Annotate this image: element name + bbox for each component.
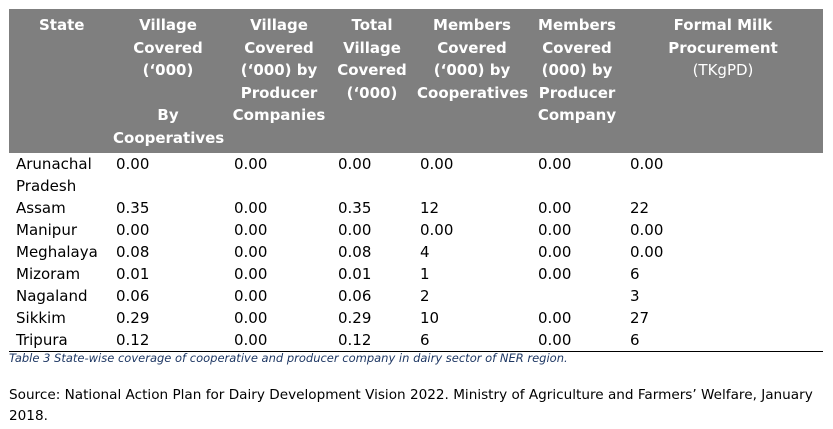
header-label: Members Covered (000) by Producer Compan… [537,16,617,124]
value-cell: 0.00 [420,155,454,173]
value-cell: 0.00 [116,221,150,239]
state-name-cell: Tripura [9,329,109,352]
value-cell: 0.00 [338,155,372,173]
value-cell: 0.35 [116,199,150,217]
header-members-cooperatives: Members Covered (‘000) by Cooperatives [413,9,531,153]
header-total-village-covered: Total Village Covered (‘000) [331,9,413,153]
header-label: Village Covered (‘000) By Cooperatives [113,16,225,147]
value-cell: 0.29 [338,309,372,327]
header-label: Members Covered (‘000) by Cooperatives [417,16,529,102]
table-row: Nagaland 0.06 0.00 0.06 2 3 [9,285,823,307]
value-cell: 12 [420,199,440,217]
value-cell: 0.00 [538,199,572,217]
table-row: Assam 0.35 0.00 0.35 12 0.00 22 [9,197,823,219]
value-cell: 27 [630,309,650,327]
header-village-covered-producer: Village Covered (‘000) by Producer Compa… [227,9,331,153]
value-cell: 0.06 [338,287,372,305]
value-cell: 0.00 [630,243,664,261]
value-cell: 6 [623,329,823,352]
value-cell: 0.00 [234,243,268,261]
value-cell: 0.00 [234,265,268,283]
value-cell: 0.12 [331,329,413,352]
value-cell: 0.08 [116,243,150,261]
header-label: Total Village Covered (‘000) [337,16,407,102]
value-cell: 0.35 [338,199,372,217]
value-cell: 0.00 [538,309,572,327]
value-cell: 0.00 [234,309,268,327]
table-caption: Table 3 State-wise coverage of cooperati… [9,351,568,365]
value-cell: 6 [413,329,531,352]
state-name-cell: Sikkim [16,309,66,327]
value-cell: 0.01 [338,265,372,283]
value-cell: 0.00 [234,155,268,173]
value-cell: 0.00 [630,155,664,173]
coverage-table-container: State Village Covered (‘000) By Cooperat… [9,9,823,352]
value-cell: 22 [630,199,650,217]
header-unit: (TKgPD) [692,61,754,79]
header-formal-milk-procurement: Formal Milk Procurement (TKgPD) [623,9,823,153]
state-name-cell: Nagaland [16,287,88,305]
value-cell: 10 [420,309,440,327]
value-cell: 0.01 [116,265,150,283]
table-row: Sikkim 0.29 0.00 0.29 10 0.00 27 [9,307,823,329]
table-row: Mizoram 0.01 0.00 0.01 1 0.00 6 [9,263,823,285]
table-row: Meghalaya 0.08 0.00 0.08 4 0.00 0.00 [9,241,823,263]
value-cell: 0.00 [538,265,572,283]
value-cell: 3 [630,287,640,305]
value-cell: 0.00 [234,221,268,239]
table-body: Arunachal Pradesh 0.00 0.00 0.00 0.00 0.00 0.0… [9,153,823,352]
header-label: Village Covered (‘000) by Producer Compa… [232,16,326,124]
value-cell: 1 [420,265,430,283]
table-row: Tripura 0.12 0.00 0.12 6 0.00 6 [9,329,823,352]
value-cell: 2 [420,287,430,305]
value-cell: 0.00 [538,221,572,239]
value-cell: 0.00 [531,329,623,352]
value-cell: 0.06 [116,287,150,305]
source-note: Source: National Action Plan for Dairy D… [9,387,813,424]
value-cell: 0.00 [338,221,372,239]
value-cell: 0.00 [538,243,572,261]
value-cell: 4 [420,243,430,261]
state-name-cell: Manipur [16,221,78,239]
table-row: Manipur 0.00 0.00 0.00 0.00 0.00 0.00 [9,219,823,241]
value-cell: 0.00 [116,155,150,173]
value-cell: 6 [630,265,640,283]
state-name-cell: Meghalaya [16,243,98,261]
value-cell: 0.00 [630,221,664,239]
table-row: Arunachal Pradesh 0.00 0.00 0.00 0.00 0.00 0.0… [9,153,823,197]
header-members-producer: Members Covered (000) by Producer Compan… [531,9,623,153]
value-cell: 0.12 [109,329,227,352]
value-cell: 0.29 [116,309,150,327]
value-cell: 0.00 [420,221,454,239]
value-cell: 0.00 [234,287,268,305]
state-name-cell: Mizoram [16,265,81,283]
value-cell: 0.00 [227,329,331,352]
header-village-covered-cooperatives: Village Covered (‘000) By Cooperatives [109,9,227,153]
table-header-row: State Village Covered (‘000) By Cooperat… [9,9,823,153]
state-name-cell: Assam [16,199,66,217]
value-cell: 0.00 [538,155,572,173]
value-cell [531,285,623,307]
header-state-label: State [39,16,85,34]
header-label: Formal Milk Procurement [668,16,778,57]
header-state: State [9,9,109,153]
state-name-cell: Arunachal Pradesh [16,155,92,195]
coverage-table: State Village Covered (‘000) By Cooperat… [9,9,823,352]
value-cell: 0.00 [234,199,268,217]
value-cell: 0.08 [338,243,372,261]
